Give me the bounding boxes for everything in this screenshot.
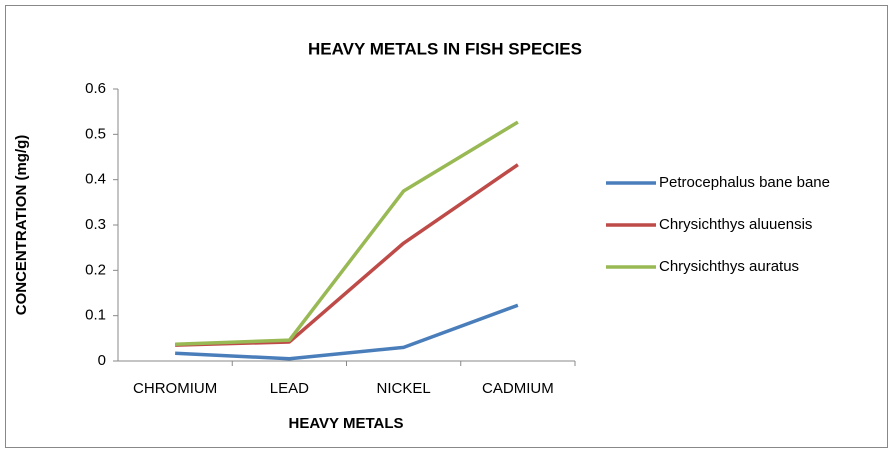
y-tick-label: 0.2 [85,261,106,278]
x-tick-label: LEAD [270,380,309,397]
y-tick-label: 0.6 [85,80,106,97]
x-tick-label: NICKEL [377,380,431,397]
y-axis-title: CONCENTRATION (mg/g) [13,135,30,316]
legend-label: Petrocephalus bane bane [659,174,830,191]
series-line [175,120,519,346]
legend-label: Chrysichthys auratus [659,258,799,275]
series-line [175,303,519,361]
y-tick-label: 0.3 [85,216,106,233]
y-tick-label: 0.1 [85,307,106,324]
legend-label: Chrysichthys aluuensis [659,216,812,233]
y-tick-label: 0.4 [85,171,106,188]
x-tick-label: CHROMIUM [133,380,217,397]
chart-frame [5,5,888,448]
x-axis-title: HEAVY METALS [288,415,403,432]
y-tick-label: 0 [98,352,106,369]
chart-title: HEAVY METALS IN FISH SPECIES [308,39,582,58]
y-tick-label: 0.5 [85,125,106,142]
x-tick-label: CADMIUM [482,380,554,397]
